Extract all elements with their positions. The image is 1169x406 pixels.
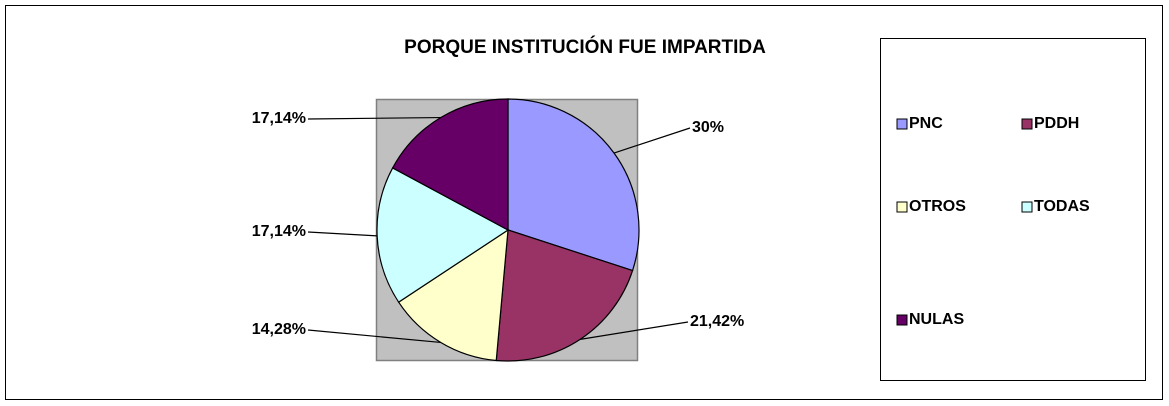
legend-label: PDDH [1034,115,1079,132]
leader-line [613,127,691,154]
leader-line [580,321,689,340]
legend-label: OTROS [909,198,966,215]
chart-title: PORQUE INSTITUCIÓN FUE IMPARTIDA [404,36,766,58]
legend-label: NULAS [909,311,964,328]
legend-box [880,38,1146,381]
pie-slice [391,98,509,232]
legend-swatch [896,314,908,326]
pie-slice [376,167,510,304]
leader-line [307,329,441,344]
pie-slice [397,228,509,362]
leader-line [307,231,378,237]
data-label: 17,14% [252,223,306,240]
data-label: 17,14% [252,110,306,127]
pie-slice [495,229,634,362]
legend-swatch [1021,118,1033,130]
data-label: 30% [692,119,724,136]
legend-swatch [896,118,908,130]
data-label: 14,28% [252,321,306,338]
legend-swatch [1021,201,1033,213]
leader-line [307,116,441,120]
data-label: 21,42% [690,313,744,330]
legend-label: TODAS [1034,198,1090,215]
legend-label: PNC [909,115,943,132]
pie-slice [507,98,640,272]
legend-swatch [896,201,908,213]
